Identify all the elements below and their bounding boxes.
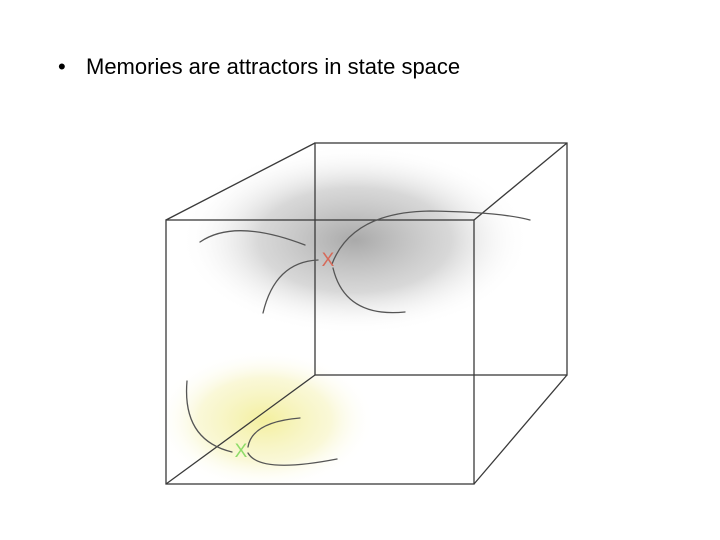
upper-attractor-basin xyxy=(180,145,530,335)
cube-edge-top-right xyxy=(473,142,568,221)
trajectory-upper-1 xyxy=(199,230,306,246)
cube-edge-top-left xyxy=(165,142,316,221)
trajectory-upper-3 xyxy=(331,210,531,265)
bullet-dot: • xyxy=(58,54,66,79)
lower-attractor-marker: X xyxy=(235,441,248,462)
upper-attractor-marker: X xyxy=(322,250,335,271)
trajectory-lower-1 xyxy=(185,380,233,453)
bullet-item: • Memories are attractors in state space xyxy=(58,54,460,80)
bullet-text: Memories are attractors in state space xyxy=(86,54,461,79)
cube-back-face xyxy=(314,142,568,376)
trajectories xyxy=(185,210,531,466)
lower-attractor-basin xyxy=(155,350,375,490)
cube-front-face xyxy=(165,219,475,485)
cube-edge-bottom-left xyxy=(165,374,316,485)
trajectory-upper-4 xyxy=(332,267,406,314)
cube-edge-bottom-right xyxy=(473,374,568,485)
trajectory-upper-2 xyxy=(262,259,319,314)
cube-wireframe xyxy=(165,142,568,485)
trajectory-lower-3 xyxy=(247,452,338,466)
trajectory-lower-2 xyxy=(247,417,301,448)
